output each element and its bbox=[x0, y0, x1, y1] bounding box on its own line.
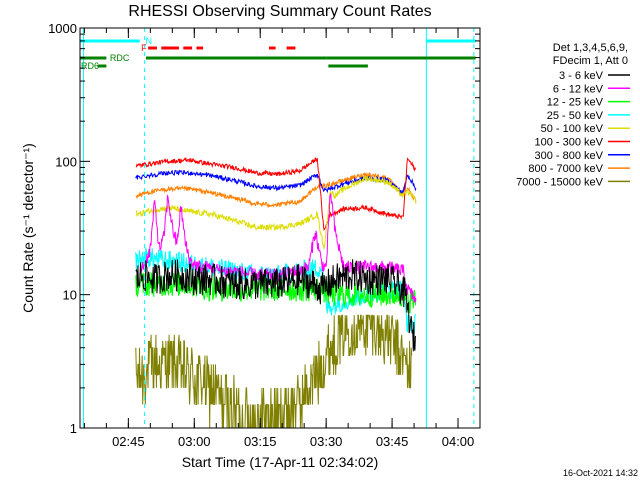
legend: Det 1,3,4,5,6,9,FDecim 1, Att 0 3 - 6 keV… bbox=[516, 42, 630, 188]
chart-title: RHESSI Observing Summary Count Rates bbox=[128, 3, 431, 20]
state-label-rd6: RD6 bbox=[81, 61, 99, 71]
y-tick-label: 100 bbox=[55, 154, 77, 169]
legend-entry-label: 3 - 6 keV bbox=[559, 70, 604, 82]
plot-area bbox=[135, 156, 417, 429]
legend-header-line: FDecim 1, Att 0 bbox=[553, 55, 628, 67]
legend-entry-label: 25 - 50 keV bbox=[547, 110, 604, 122]
footer-timestamp: 16-Oct-2021 14:32 bbox=[563, 468, 638, 478]
x-tick-label: 02:45 bbox=[112, 434, 145, 449]
legend-entry-label: 6 - 12 keV bbox=[553, 83, 604, 95]
x-axis-label: Start Time (17-Apr-11 02:34:02) bbox=[182, 454, 379, 470]
y-axis-label: Count Rate (s⁻¹ detector⁻¹) bbox=[20, 143, 36, 313]
series-line-50-100-kev-kev bbox=[135, 175, 417, 249]
legend-entry-label: 300 - 800 keV bbox=[535, 150, 604, 162]
y-tick-label: 1 bbox=[70, 421, 77, 436]
annotations: NF RDC RD6 bbox=[80, 28, 476, 428]
legend-entry-label: 50 - 100 keV bbox=[541, 123, 604, 135]
legend-entry-label: 7000 - 15000 keV bbox=[516, 176, 604, 188]
legend-entry-label: 800 - 7000 keV bbox=[528, 163, 603, 175]
x-tick-label: 03:30 bbox=[310, 434, 343, 449]
series-line-3-6-kev-kev bbox=[135, 259, 417, 352]
series-line-7000-15000-kev-kev bbox=[135, 314, 413, 429]
series-line-100-300-kev-kev bbox=[135, 156, 416, 232]
y-tick-label: 1000 bbox=[48, 21, 77, 36]
plot-frame bbox=[79, 27, 481, 429]
x-tick-label: 04:00 bbox=[442, 434, 475, 449]
legend-entry-label: 100 - 300 keV bbox=[535, 137, 604, 149]
state-label-rdc: RDC bbox=[110, 53, 130, 63]
x-tick-label: 03:45 bbox=[376, 434, 409, 449]
y-tick-label: 10 bbox=[63, 288, 77, 303]
x-tick-label: 03:00 bbox=[178, 434, 211, 449]
x-tick-label: 03:15 bbox=[244, 434, 277, 449]
state-label-n: N bbox=[145, 36, 152, 46]
state-label-f: F bbox=[141, 43, 147, 53]
axes: 1 10 100 1000 02:45 03:00 03:15 03:30 03:45 04:00 bbox=[48, 21, 481, 449]
series-line-800-7000-kev-kev bbox=[135, 171, 417, 208]
legend-header-line: Det 1,3,4,5,6,9, bbox=[553, 42, 628, 54]
legend-entry-label: 12 - 25 keV bbox=[547, 97, 604, 109]
